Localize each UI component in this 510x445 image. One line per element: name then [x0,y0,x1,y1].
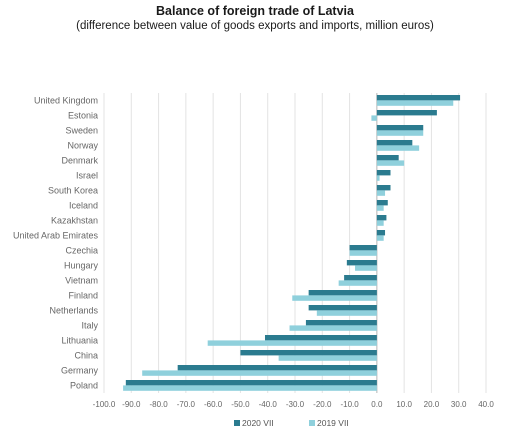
category-label: Italy [81,321,98,331]
legend-label: 2020 VII [242,418,274,428]
bar-2020 [376,200,388,206]
bar-2020 [376,215,387,221]
bar-2019 [292,295,377,301]
category-label: Czechia [65,246,98,256]
bar-2020 [376,155,399,161]
bar-2020 [376,230,386,236]
category-label: Kazakhstan [51,216,98,226]
category-label: Estonia [68,111,98,121]
x-tick-label: -20.0 [313,400,332,409]
x-tick-label: 20.0 [424,400,440,409]
category-label: Poland [70,381,98,391]
bar-2020 [125,380,377,386]
bar-2019 [142,370,377,376]
category-label: Israel [76,171,98,181]
category-label: Finland [68,291,98,301]
category-label: China [74,351,98,361]
bar-2020 [308,305,377,311]
bar-2020 [376,125,424,131]
category-label: Vietnam [65,276,98,286]
bar-2020 [346,260,377,266]
bar-2020 [177,365,377,371]
x-tick-label: 40.0 [478,400,494,409]
bar-2020 [308,290,377,296]
chart-subtitle: (difference between value of goods expor… [76,20,434,32]
category-label: Netherlands [49,306,98,316]
legend-swatch-2020 [234,420,240,426]
bar-2019 [376,145,420,151]
bar-2020 [344,275,377,281]
category-label: South Korea [48,186,98,196]
x-tick-label: -60.0 [204,400,223,409]
x-tick-label: 10.0 [396,400,412,409]
bar-2020 [264,335,377,341]
legend-label: 2019 VII [317,418,349,428]
x-tick-label: -80.0 [149,400,168,409]
bar-2019 [376,175,380,181]
bar-2019 [289,325,377,331]
bar-2020 [376,95,461,101]
x-tick-label: -40.0 [259,400,278,409]
bar-2019 [207,340,377,346]
category-label: Lithuania [61,336,98,346]
category-label: Norway [67,141,98,151]
x-tick-label: -100.0 [93,400,116,409]
bar-2020 [240,350,377,356]
bar-2019 [338,280,377,286]
bar-2019 [278,355,377,361]
category-label: Sweden [65,126,98,136]
category-label: United Arab Emirates [13,231,99,241]
x-tick-label: -70.0 [177,400,196,409]
x-tick-label: -30.0 [286,400,305,409]
bar-2020 [376,140,413,146]
bar-2020 [349,245,377,251]
bar-2019 [376,160,405,166]
bar-2020 [305,320,377,326]
bar-2020 [376,185,391,191]
category-label: Hungary [64,261,99,271]
bar-2019 [316,310,377,316]
bar-2019 [376,130,424,136]
category-label: United Kingdom [34,96,98,106]
x-tick-label: -10.0 [340,400,359,409]
x-tick-label: -90.0 [122,400,141,409]
category-label: Iceland [69,201,98,211]
x-tick-label: 30.0 [451,400,467,409]
bar-2019 [371,115,377,121]
bar-2019 [355,265,377,271]
bar-2019 [376,220,384,226]
x-tick-label: 0.0 [371,400,383,409]
bar-2019 [376,205,384,211]
x-tick-label: -50.0 [231,400,250,409]
legend-swatch-2019 [309,420,315,426]
bar-2019 [123,385,377,391]
bar-2020 [376,170,391,176]
bar-2019 [376,190,386,196]
bar-2019 [349,250,377,256]
category-label: Germany [61,366,99,376]
bar-2019 [376,100,454,106]
bar-2020 [376,110,437,116]
category-label: Denmark [61,156,98,166]
bar-2019 [376,235,384,241]
chart-title: Balance of foreign trade of Latvia [156,4,354,18]
